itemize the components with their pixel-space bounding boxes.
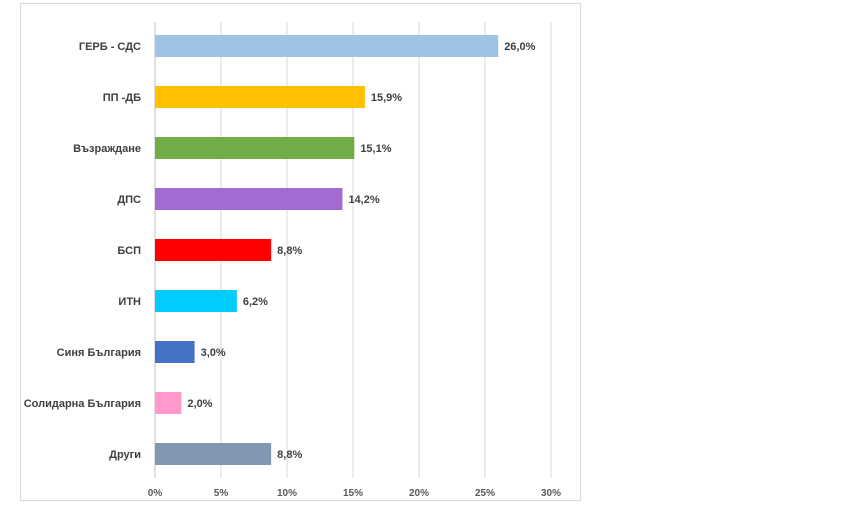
category-label: ИТН [118,296,141,308]
bar [155,341,195,363]
chart-frame: ГЕРБ - СДС ПП -ДБ Възраждане ДПС БСП ИТН Синя … [20,3,581,501]
category-label: Солидарна България [24,398,141,410]
x-tick-label: 5% [214,488,229,499]
x-tick-label: 0% [148,488,163,499]
data-label: 26,0% [504,41,535,53]
bar [155,290,237,312]
x-tick-label: 30% [541,488,561,499]
bar [155,188,343,210]
category-label: Възраждане [73,143,141,155]
data-label: 8,8% [277,449,302,461]
bar [155,239,272,261]
data-label: 14,2% [348,194,379,206]
data-label: 8,8% [277,245,302,257]
bars [155,35,499,465]
data-label: 2,0% [187,398,212,410]
bar [155,137,355,159]
category-label: ГЕРБ - СДС [79,41,141,53]
category-labels: ГЕРБ - СДС ПП -ДБ Възраждане ДПС БСП ИТН Синя … [24,41,141,461]
x-axis-tick-labels: 0% 5% 10% 15% 20% 25% 30% [148,488,561,499]
x-tick-label: 10% [277,488,297,499]
bar [155,35,499,57]
data-label: 15,1% [360,143,391,155]
x-tick-label: 25% [475,488,495,499]
bar-chart: ГЕРБ - СДС ПП -ДБ Възраждане ДПС БСП ИТН Синя … [24,22,561,499]
bar [155,392,182,414]
category-label: Други [109,449,141,461]
bar [155,443,272,465]
data-label: 6,2% [243,296,268,308]
bar [155,86,365,108]
data-label: 15,9% [371,92,402,104]
category-label: ДПС [117,194,141,206]
data-label: 3,0% [201,347,226,359]
category-label: Синя България [57,347,141,359]
category-label: БСП [117,245,141,257]
x-tick-label: 15% [343,488,363,499]
x-tick-label: 20% [409,488,429,499]
value-labels: 26,0% 15,9% 15,1% 14,2% 8,8% 6,2% 3,0% 2,0% 8,8% [187,41,535,461]
category-label: ПП -ДБ [103,92,141,104]
